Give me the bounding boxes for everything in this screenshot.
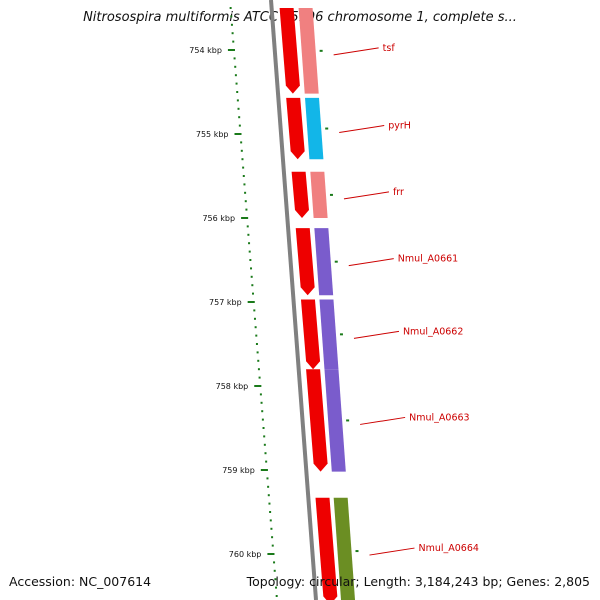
gene-leader-line [369, 547, 415, 556]
cds-arrow [295, 228, 315, 296]
tick-label: 754 kbp [189, 46, 222, 55]
cds-arrow [279, 8, 300, 94]
genome-summary: Topology: circular; Length: 3,184,243 bp… [246, 574, 590, 589]
cds-arrow [306, 369, 328, 472]
gene-leader-line [333, 47, 379, 56]
accession-text: Accession: NC_007614 [9, 574, 152, 589]
gene-label-pyrh: pyrH [388, 121, 411, 132]
cds-arrow [286, 97, 305, 160]
gene-label-frr: frr [393, 187, 404, 198]
gene-block-pyrh [305, 97, 324, 160]
gene-block-nmul_a0664 [333, 497, 355, 600]
tick-label: 756 kbp [202, 214, 235, 223]
gene-block-nmul_a0661 [314, 228, 334, 296]
tick-label: 755 kbp [196, 130, 229, 139]
gene-leader-line [353, 330, 400, 339]
gene-leader-line [343, 191, 390, 200]
gene-block-nmul_a0663 [324, 369, 346, 472]
gene-block-tsf [298, 8, 319, 94]
cds-arrow [291, 171, 309, 218]
cds-arrow [315, 497, 338, 600]
gene-label-nmul_a0664: Nmul_A0664 [418, 543, 478, 554]
gene-leader-line [339, 125, 385, 134]
tick-label: 757 kbp [209, 298, 242, 307]
tick-label: 758 kbp [216, 382, 249, 391]
gene-leader-line [360, 416, 406, 425]
gene-leader-line [348, 258, 394, 267]
backbone-line [269, 0, 318, 600]
gene-block-nmul_a0662 [319, 299, 339, 370]
gene-label-nmul_a0661: Nmul_A0661 [398, 254, 458, 265]
gene-label-nmul_a0662: Nmul_A0662 [403, 326, 463, 337]
gene-label-tsf: tsf [383, 43, 396, 54]
cds-arrow [300, 299, 321, 370]
gene-label-nmul_a0663: Nmul_A0663 [409, 412, 469, 423]
gene-block-frr [310, 171, 328, 218]
tick-label: 760 kbp [229, 550, 262, 559]
tick-label: 759 kbp [222, 466, 255, 475]
